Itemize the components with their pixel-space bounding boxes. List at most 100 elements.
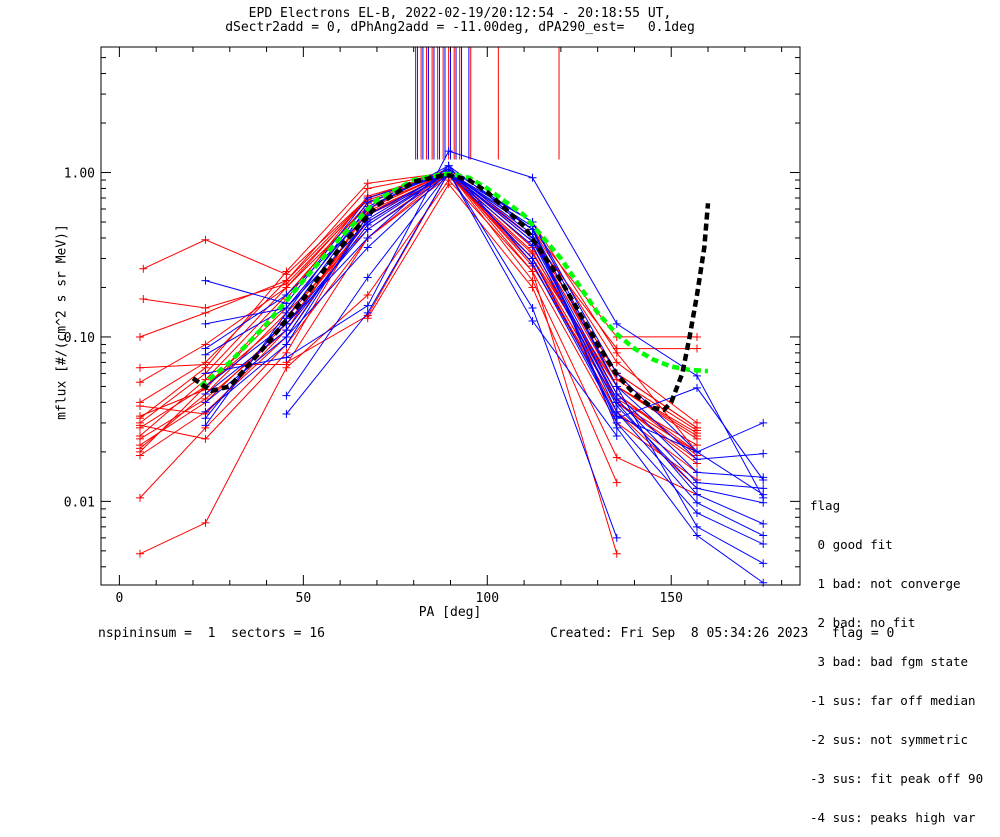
data-point-marker	[135, 451, 144, 460]
data-point-marker	[282, 332, 291, 341]
series-line-blue	[205, 171, 764, 545]
data-point-marker	[692, 344, 701, 353]
series-line-red	[139, 171, 698, 434]
data-point-marker	[201, 518, 210, 527]
data-point-marker	[135, 434, 144, 443]
data-point-marker	[692, 383, 701, 392]
data-point-marker	[135, 332, 144, 341]
fit-curve-green	[198, 171, 709, 389]
data-point-marker	[201, 389, 210, 398]
data-point-marker	[282, 270, 291, 279]
fit-curve-black	[191, 173, 711, 413]
data-point-marker	[363, 233, 372, 242]
series-line-blue	[205, 171, 764, 584]
data-point-marker	[692, 522, 701, 531]
flag-legend-entry: -2 sus: not symmetric	[810, 732, 969, 747]
data-point-marker	[612, 533, 621, 542]
x-tick-label: 50	[296, 591, 312, 606]
data-point-marker	[282, 340, 291, 349]
data-point-marker	[612, 358, 621, 367]
data-point-marker	[363, 308, 372, 317]
flag-legend-title: flag	[810, 498, 841, 513]
data-point-marker	[692, 455, 701, 464]
chart-title: EPD Electrons EL-B, 2022-02-19/20:12:54 …	[248, 6, 672, 21]
data-point-marker	[139, 295, 148, 304]
x-tick-label: 100	[476, 591, 499, 606]
series-line-red	[139, 171, 698, 489]
data-point-marker	[363, 198, 372, 207]
data-layer	[135, 47, 768, 587]
data-point-marker	[444, 161, 453, 170]
data-point-marker	[139, 264, 148, 273]
data-point-marker	[612, 398, 621, 407]
series-line-red	[139, 171, 698, 440]
data-point-marker	[363, 273, 372, 282]
data-point-marker	[282, 409, 291, 418]
data-point-marker	[282, 391, 291, 400]
data-point-marker	[612, 423, 621, 432]
data-point-marker	[612, 319, 621, 328]
y-tick-label: 0.10	[64, 331, 95, 346]
data-point-marker	[201, 421, 210, 430]
data-point-marker	[135, 363, 144, 372]
data-point-marker	[444, 180, 453, 189]
data-point-marker	[282, 279, 291, 288]
data-point-marker	[528, 283, 537, 292]
data-point-marker	[759, 475, 768, 484]
data-point-marker	[201, 414, 210, 423]
data-point-marker	[759, 540, 768, 549]
flag-legend-entry: 3 bad: bad fgm state	[810, 654, 969, 669]
flag-legend-entry: -4 sus: peaks high var	[810, 810, 976, 825]
data-point-marker	[759, 531, 768, 540]
data-point-marker	[135, 493, 144, 502]
data-point-marker	[135, 412, 144, 421]
series-line-blue	[286, 171, 618, 437]
y-tick-label: 1.00	[64, 167, 95, 182]
data-point-marker	[135, 402, 144, 411]
data-point-marker	[759, 578, 768, 587]
data-point-marker	[692, 447, 701, 456]
data-point-marker	[201, 360, 210, 369]
data-point-marker	[612, 549, 621, 558]
data-point-marker	[692, 434, 701, 443]
y-axis-label: mflux [#/(cm^2 s sr MeV)]	[54, 224, 70, 420]
flag-legend-entry: -3 sus: fit peak off 90	[810, 771, 984, 786]
data-point-marker	[201, 319, 210, 328]
data-point-marker	[759, 493, 768, 502]
data-point-marker	[612, 414, 621, 423]
series-line-red	[139, 171, 698, 453]
x-tick-label: 0	[115, 591, 123, 606]
data-point-marker	[612, 382, 621, 391]
data-point-marker	[282, 353, 291, 362]
data-point-marker	[363, 301, 372, 310]
series-line-red	[143, 171, 697, 338]
footer-created-info: Created: Fri Sep 8 05:34:26 2023 flag = …	[550, 626, 895, 641]
data-point-marker	[692, 371, 701, 380]
data-point-marker	[528, 317, 537, 326]
data-point-marker	[282, 308, 291, 317]
data-point-marker	[692, 490, 701, 499]
flag-legend-entry: 1 bad: not converge	[810, 576, 961, 591]
series-line-blue	[205, 174, 764, 504]
series-line-blue	[205, 150, 764, 499]
series-line-red	[286, 171, 698, 496]
pitch-angle-chart: 0 50 100 150 0.01 0.10 1.00	[64, 46, 801, 606]
data-point-marker	[528, 259, 537, 268]
series-line-blue	[205, 170, 764, 536]
data-point-marker	[759, 559, 768, 568]
data-point-marker	[201, 303, 210, 312]
data-point-marker	[201, 276, 210, 285]
data-point-marker	[201, 398, 210, 407]
chart-subtitle: dSectr2add = 0, dPhAng2add = -11.00deg, …	[225, 20, 695, 35]
data-point-marker	[201, 434, 210, 443]
series-line-red	[139, 171, 698, 481]
data-point-marker	[135, 549, 144, 558]
data-point-marker	[692, 508, 701, 517]
flag-legend: flag 0 good fit 1 bad: not converge 2 ba…	[810, 473, 983, 837]
axes-layer: 0 50 100 150 0.01 0.10 1.00	[64, 46, 801, 606]
data-point-marker	[363, 179, 372, 188]
data-point-marker	[692, 468, 701, 477]
data-point-marker	[201, 350, 210, 359]
flag-legend-entry: -1 sus: far off median	[810, 693, 976, 708]
data-point-marker	[135, 378, 144, 387]
